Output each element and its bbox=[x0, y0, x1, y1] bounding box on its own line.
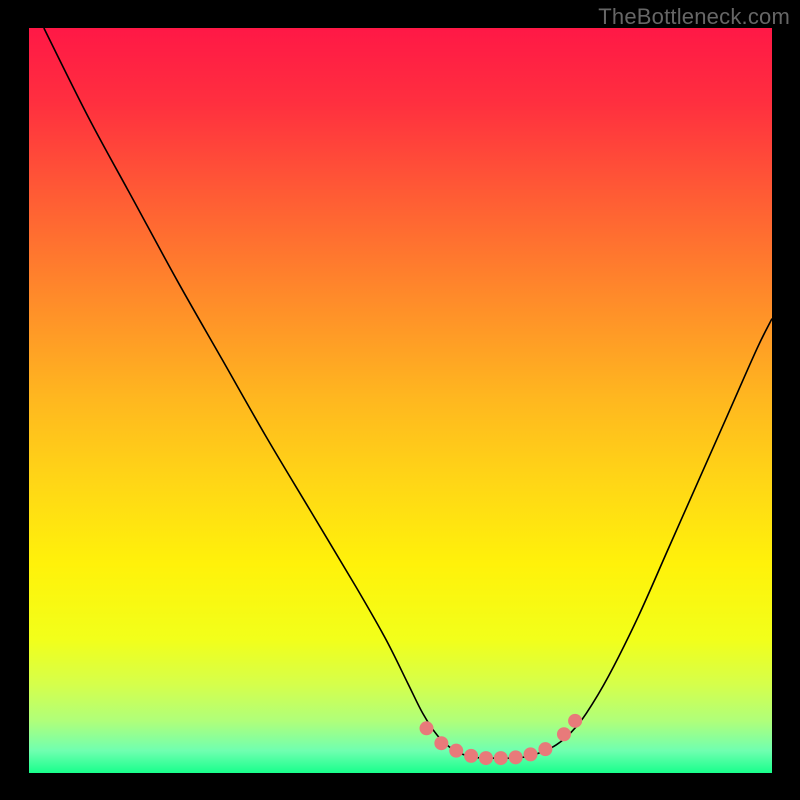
bottom-marker bbox=[538, 742, 552, 756]
bottom-marker bbox=[449, 744, 463, 758]
bottom-marker bbox=[434, 736, 448, 750]
bottom-marker bbox=[420, 721, 434, 735]
bottom-marker bbox=[509, 750, 523, 764]
watermark-text: TheBottleneck.com bbox=[598, 4, 790, 30]
bottom-marker bbox=[464, 749, 478, 763]
bottom-marker bbox=[494, 751, 508, 765]
bottom-marker bbox=[479, 751, 493, 765]
bottom-marker bbox=[524, 747, 538, 761]
bottom-marker bbox=[557, 727, 571, 741]
chart-background bbox=[29, 28, 772, 773]
bottom-marker bbox=[568, 714, 582, 728]
bottleneck-chart bbox=[0, 0, 800, 800]
